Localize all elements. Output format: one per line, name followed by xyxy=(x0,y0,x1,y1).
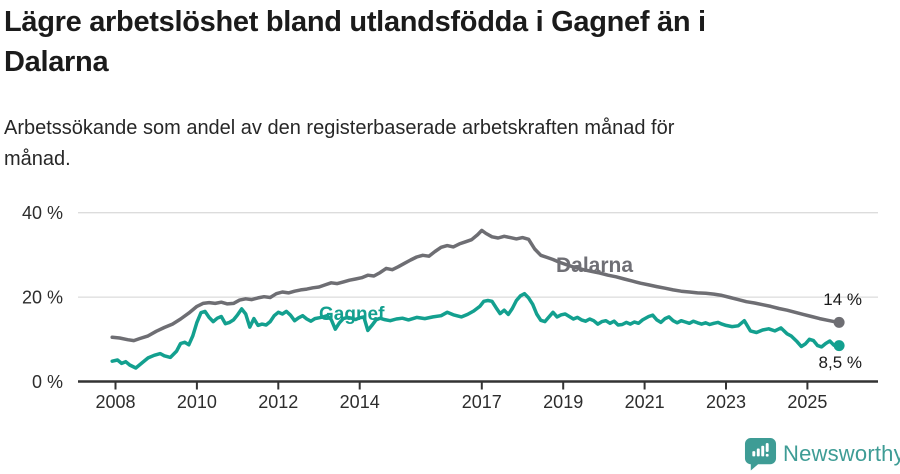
x-axis-tick-label-2008: 2008 xyxy=(95,392,135,412)
gagnef-end-dot xyxy=(833,340,845,352)
page-title-line-1: Lägre arbetslöshet bland utlandsfödda i … xyxy=(4,6,706,38)
x-axis-tick-label-2010: 2010 xyxy=(177,392,217,412)
end-value-label-dalarna: 14 % xyxy=(823,290,862,309)
x-axis-tick-label-2012: 2012 xyxy=(258,392,298,412)
x-axis-tick-label-2017: 2017 xyxy=(462,392,502,412)
x-axis-tick-label-2023: 2023 xyxy=(706,392,746,412)
chart-subtitle-line-2: månad. xyxy=(4,148,71,170)
newsworthy-logo-icon xyxy=(744,437,777,471)
y-axis-tick-label-0: 0 % xyxy=(32,372,63,392)
series-label-gagnef: Gagnef xyxy=(319,304,385,325)
brand-name[interactable]: Newsworthy xyxy=(783,441,900,466)
end-value-label-gagnef: 8,5 % xyxy=(818,353,862,372)
chart-subtitle: Arbetssökande som andel av den registerb… xyxy=(4,113,894,175)
y-axis-tick-label-20: 20 % xyxy=(22,288,63,308)
x-axis-tick-label-2021: 2021 xyxy=(625,392,665,412)
series-label-dalarna: Dalarna xyxy=(556,254,634,277)
brand-footer[interactable]: Newsworthy xyxy=(744,437,900,471)
dalarna-line xyxy=(110,228,841,343)
x-axis-tick-label-2014: 2014 xyxy=(340,392,380,412)
y-axis-tick-label-40: 40 % xyxy=(22,203,63,223)
x-axis-tick-label-2025: 2025 xyxy=(787,392,827,412)
x-axis-tick-label-2019: 2019 xyxy=(543,392,583,412)
gagnef-line xyxy=(110,291,841,370)
chart-subtitle-line-1: Arbetssökande som andel av den registerb… xyxy=(4,117,675,139)
page-title: Lägre arbetslöshet bland utlandsfödda i … xyxy=(4,2,894,82)
page-title-line-2: Dalarna xyxy=(4,46,109,78)
dalarna-end-dot xyxy=(833,316,845,328)
